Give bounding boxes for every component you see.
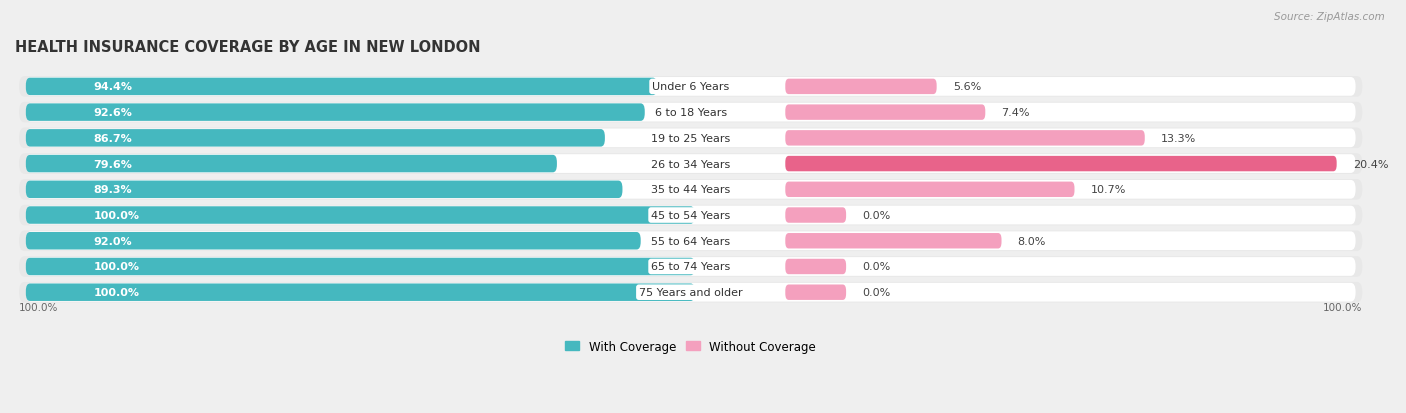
FancyBboxPatch shape xyxy=(25,284,695,301)
FancyBboxPatch shape xyxy=(20,77,1362,97)
Text: 5.6%: 5.6% xyxy=(953,82,981,92)
FancyBboxPatch shape xyxy=(25,104,645,121)
FancyBboxPatch shape xyxy=(25,257,1355,276)
Text: 75 Years and older: 75 Years and older xyxy=(638,287,742,297)
Text: 100.0%: 100.0% xyxy=(93,211,139,221)
FancyBboxPatch shape xyxy=(20,180,1362,200)
Text: HEALTH INSURANCE COVERAGE BY AGE IN NEW LONDON: HEALTH INSURANCE COVERAGE BY AGE IN NEW … xyxy=(15,40,481,55)
Text: 79.6%: 79.6% xyxy=(93,159,132,169)
FancyBboxPatch shape xyxy=(786,208,846,223)
FancyBboxPatch shape xyxy=(25,78,1355,97)
FancyBboxPatch shape xyxy=(25,155,1355,173)
FancyBboxPatch shape xyxy=(786,157,1337,172)
Text: 20.4%: 20.4% xyxy=(1353,159,1388,169)
Text: 6 to 18 Years: 6 to 18 Years xyxy=(655,108,727,118)
FancyBboxPatch shape xyxy=(25,283,1355,302)
Text: 100.0%: 100.0% xyxy=(20,302,59,312)
FancyBboxPatch shape xyxy=(20,256,1362,277)
Text: 7.4%: 7.4% xyxy=(1001,108,1031,118)
Text: 19 to 25 Years: 19 to 25 Years xyxy=(651,133,730,143)
Text: 89.3%: 89.3% xyxy=(93,185,132,195)
Text: 0.0%: 0.0% xyxy=(862,287,890,297)
Text: 45 to 54 Years: 45 to 54 Years xyxy=(651,211,730,221)
FancyBboxPatch shape xyxy=(25,155,557,173)
FancyBboxPatch shape xyxy=(25,180,1355,199)
Text: 0.0%: 0.0% xyxy=(862,211,890,221)
Text: 55 to 64 Years: 55 to 64 Years xyxy=(651,236,730,246)
Text: 8.0%: 8.0% xyxy=(1018,236,1046,246)
FancyBboxPatch shape xyxy=(786,233,1001,249)
FancyBboxPatch shape xyxy=(786,105,986,121)
FancyBboxPatch shape xyxy=(20,128,1362,149)
Legend: With Coverage, Without Coverage: With Coverage, Without Coverage xyxy=(561,335,821,358)
Text: 35 to 44 Years: 35 to 44 Years xyxy=(651,185,730,195)
FancyBboxPatch shape xyxy=(25,232,1355,251)
Text: 100.0%: 100.0% xyxy=(1323,302,1362,312)
FancyBboxPatch shape xyxy=(786,285,846,300)
Text: 86.7%: 86.7% xyxy=(93,133,132,143)
FancyBboxPatch shape xyxy=(786,79,936,95)
FancyBboxPatch shape xyxy=(25,258,695,275)
FancyBboxPatch shape xyxy=(20,231,1362,252)
Text: Source: ZipAtlas.com: Source: ZipAtlas.com xyxy=(1274,12,1385,22)
Text: 100.0%: 100.0% xyxy=(93,287,139,297)
Text: 13.3%: 13.3% xyxy=(1161,133,1197,143)
FancyBboxPatch shape xyxy=(25,206,1355,225)
Text: 92.6%: 92.6% xyxy=(93,108,132,118)
FancyBboxPatch shape xyxy=(20,154,1362,174)
Text: 0.0%: 0.0% xyxy=(862,262,890,272)
FancyBboxPatch shape xyxy=(25,104,1355,122)
FancyBboxPatch shape xyxy=(786,131,1144,146)
Text: 94.4%: 94.4% xyxy=(93,82,132,92)
Text: 92.0%: 92.0% xyxy=(93,236,132,246)
Text: 65 to 74 Years: 65 to 74 Years xyxy=(651,262,730,272)
FancyBboxPatch shape xyxy=(25,207,695,224)
FancyBboxPatch shape xyxy=(786,259,846,275)
FancyBboxPatch shape xyxy=(20,205,1362,226)
Text: 10.7%: 10.7% xyxy=(1091,185,1126,195)
FancyBboxPatch shape xyxy=(25,233,641,250)
Text: 100.0%: 100.0% xyxy=(93,262,139,272)
FancyBboxPatch shape xyxy=(25,181,623,199)
FancyBboxPatch shape xyxy=(25,78,657,96)
FancyBboxPatch shape xyxy=(25,130,605,147)
Text: 26 to 34 Years: 26 to 34 Years xyxy=(651,159,730,169)
FancyBboxPatch shape xyxy=(786,182,1074,197)
Text: Under 6 Years: Under 6 Years xyxy=(652,82,730,92)
FancyBboxPatch shape xyxy=(25,129,1355,148)
FancyBboxPatch shape xyxy=(20,102,1362,123)
FancyBboxPatch shape xyxy=(20,282,1362,303)
